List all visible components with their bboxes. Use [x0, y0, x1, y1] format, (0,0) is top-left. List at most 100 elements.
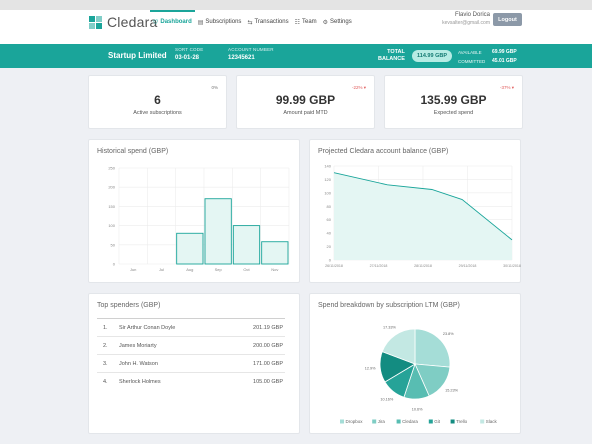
spender-amount: 201.19 GBP	[253, 324, 283, 331]
header: Cledara ♡ Dashboard ▤ Subscriptions ⇆ Trans…	[0, 10, 592, 44]
y-tick-label: 200	[108, 185, 115, 190]
sort-code: SORT CODE 03-01-28	[175, 47, 203, 61]
total-balance-label-2: BALANCE	[378, 56, 405, 62]
x-tick-label: 28/11/2018	[414, 264, 432, 268]
table-row: 1. Sir Arthur Conan Doyle 201.19 GBP	[97, 318, 285, 336]
y-tick-label: 40	[327, 231, 332, 236]
y-tick-label: 250	[108, 166, 115, 171]
stat-card-expected-spend: -37% ▾ 135.99 GBP Expected spend	[384, 75, 523, 129]
card-title: Top spenders (GBP)	[97, 302, 161, 309]
slice-value-label: 23.8%	[443, 332, 454, 336]
nav-label: Transactions	[254, 19, 289, 25]
x-tick-label: Jun	[130, 267, 136, 272]
balance-labels: AVAILABLE COMMITTED	[458, 48, 485, 66]
y-tick-label: 50	[111, 242, 116, 247]
user-info: Flavio Dorica kevsalter@gmail.com	[420, 12, 490, 26]
bar	[204, 198, 232, 265]
rank: 2.	[103, 342, 108, 349]
nav-label: Settings	[330, 19, 352, 25]
projected-balance-chart: 0 20 40 60 80 100 120 140 26/11/2018 27/11/2018 28…	[324, 164, 521, 269]
stat-value: 99.99 GBP	[275, 93, 336, 107]
balance-values: 69.99 GBP 45.01 GBP	[492, 48, 517, 66]
bar	[261, 241, 289, 265]
nav-settings[interactable]: ⚙ Settings	[320, 10, 355, 34]
nav-subscriptions[interactable]: ▤ Subscriptions	[195, 10, 245, 34]
x-tick-label: Aug	[186, 267, 193, 272]
main-nav: ♡ Dashboard ▤ Subscriptions ⇆ Transactions …	[150, 10, 355, 44]
stat-card-amount-paid: -22% ▾ 99.99 GBP Amount paid MTD	[236, 75, 375, 129]
stat-badge: -37% ▾	[499, 85, 514, 90]
pie-slice	[381, 328, 416, 365]
company-name: Startup Limited	[108, 51, 167, 60]
y-tick-label: 0	[329, 258, 332, 263]
card-title: Projected Cledara account balance (GBP)	[318, 148, 449, 155]
app-name: Cledara	[107, 14, 158, 30]
nav-dashboard[interactable]: ♡ Dashboard	[150, 10, 195, 34]
spender-name: Sir Arthur Conan Doyle	[119, 324, 176, 331]
stat-badge: 0%	[211, 85, 218, 90]
spender-amount: 105.00 GBP	[253, 378, 283, 385]
stat-value: 6	[154, 93, 161, 107]
top-spenders-card: Top spenders (GBP) 1. Sir Arthur Conan Do…	[88, 293, 300, 434]
slice-value-label: 10.16%	[380, 398, 394, 402]
stat-label: Expected spend	[433, 110, 474, 116]
team-icon: ☷	[294, 19, 300, 26]
cledara-logo-icon	[89, 15, 102, 29]
card-title: Spend breakdown by subscription LTM (GBP…	[318, 302, 460, 309]
logout-button[interactable]: Logout	[493, 13, 522, 26]
total-balance-label-1: TOTAL	[387, 49, 405, 55]
legend-label: Dropbox	[346, 419, 364, 424]
transfer-icon: ⇆	[247, 19, 253, 26]
legend-label: Jira	[378, 419, 386, 424]
sort-code-label: SORT CODE	[175, 47, 204, 52]
rank: 1.	[103, 324, 108, 331]
x-tick-label: 29/11/2018	[459, 264, 477, 268]
y-tick-label: 150	[108, 204, 115, 209]
stat-card-active-subscriptions: 0% 6 Active subscriptions	[88, 75, 227, 129]
legend-swatch	[480, 419, 485, 424]
table-row: 4. Sherlock Holmes 105.00 GBP	[97, 372, 285, 390]
table-row: 2. James Moriarty 200.00 GBP	[97, 336, 285, 354]
spender-name: John H. Watson	[119, 360, 158, 367]
series-line	[333, 172, 513, 241]
stat-label: Active subscriptions	[133, 110, 182, 116]
x-tick-label: 30/11/2018	[503, 264, 521, 268]
pie-slice	[414, 328, 451, 368]
user-name: Flavio Dorica	[454, 12, 490, 18]
list-icon: ▤	[197, 19, 204, 26]
y-tick-label: 80	[327, 204, 332, 209]
rank: 4.	[103, 378, 108, 385]
y-tick-label: 120	[324, 177, 331, 182]
spend-breakdown-card: Spend breakdown by subscription LTM (GBP…	[309, 293, 521, 434]
legend-swatch	[372, 419, 377, 424]
historical-spend-chart: 0 50 100 150 200 250 Jun Jul Aug Sep Oct Nov	[108, 166, 290, 272]
x-tick-label: Oct	[243, 267, 250, 272]
nav-team[interactable]: ☷ Team	[292, 10, 320, 34]
legend-label: Cledara	[402, 419, 418, 424]
slice-value-label: 12.9%	[365, 366, 376, 370]
rank: 3.	[103, 360, 108, 367]
logo[interactable]: Cledara	[89, 14, 157, 30]
slice-value-label: 15.23%	[445, 389, 459, 393]
available-label: AVAILABLE	[458, 50, 482, 55]
historical-spend-card: Historical spend (GBP) 0 50 100 150 200 250 Ju…	[88, 139, 300, 283]
bar	[176, 232, 204, 265]
account-number: ACCOUNT NUMBER 12345621	[228, 47, 274, 61]
nav-transactions[interactable]: ⇆ Transactions	[244, 10, 291, 34]
available-value: 69.99 GBP	[492, 49, 517, 55]
spender-name: James Moriarty	[119, 342, 157, 349]
nav-label: Team	[301, 19, 317, 25]
legend-label: Slack	[486, 419, 498, 424]
stat-value: 135.99 GBP	[420, 93, 487, 107]
area-fill	[334, 172, 512, 260]
x-tick-label: 26/11/2018	[325, 264, 343, 268]
legend-swatch	[450, 419, 455, 424]
total-balance-pill: 114.99 GBP	[412, 50, 452, 62]
projected-balance-card: Projected Cledara account balance (GBP) …	[309, 139, 521, 283]
account-number-label: ACCOUNT NUMBER	[228, 47, 274, 52]
y-tick-label: 100	[108, 223, 115, 228]
legend-swatch	[396, 419, 401, 424]
stat-badge: -22% ▾	[351, 85, 366, 90]
x-tick-label: Jul	[159, 267, 164, 272]
sort-code-value: 03-01-28	[175, 55, 200, 61]
